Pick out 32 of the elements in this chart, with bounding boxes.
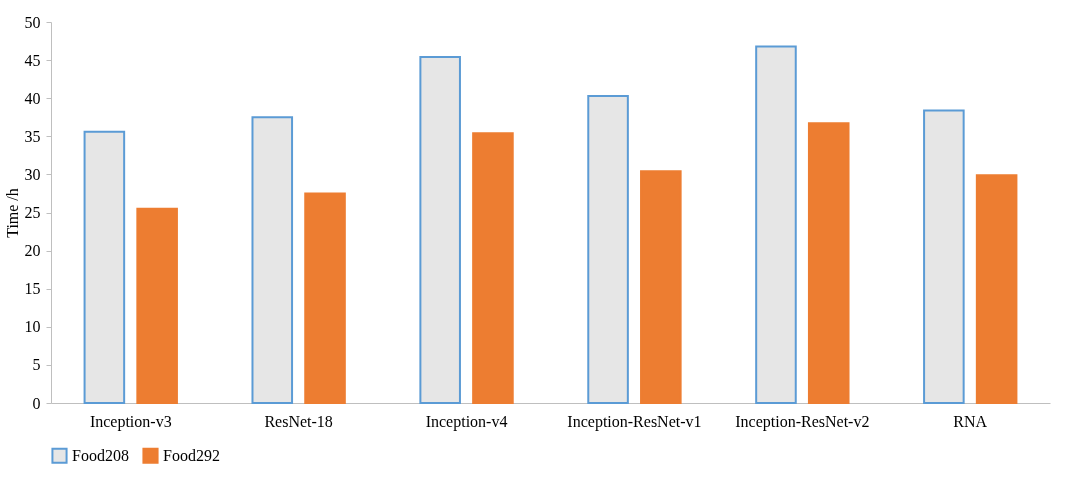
- bar: [587, 94, 629, 404]
- y-tick-label: 45: [24, 51, 41, 69]
- y-tick-label: 5: [32, 356, 41, 374]
- bar: [136, 207, 178, 404]
- y-tick-label: 40: [24, 89, 41, 107]
- y-tick-label: 0: [32, 394, 41, 412]
- y-tick-label: 35: [24, 127, 41, 145]
- bar: [923, 109, 965, 404]
- y-tick-label: 20: [24, 242, 41, 260]
- bar: [83, 130, 126, 404]
- bar: [419, 56, 461, 404]
- y-tick-label: 30: [24, 165, 41, 183]
- bar: [251, 116, 294, 404]
- bar: [472, 132, 514, 404]
- legend-label: Food292: [163, 446, 220, 464]
- bar: [807, 122, 850, 404]
- y-tick-label: 50: [24, 13, 41, 31]
- bar: [304, 192, 346, 404]
- y-tick-label: 10: [24, 318, 41, 336]
- bar: [640, 170, 682, 404]
- x-tick-label: Inception-ResNet-v2: [735, 412, 870, 431]
- x-tick-label: ResNet-18: [264, 412, 333, 430]
- x-tick-label: Inception-ResNet-v1: [567, 412, 702, 431]
- y-axis-title: Time /h: [3, 188, 21, 238]
- x-tick-label: RNA: [953, 412, 988, 430]
- x-tick-label: Inception-v4: [425, 412, 508, 431]
- y-tick-label: 25: [24, 204, 41, 221]
- y-tick-label: 15: [24, 280, 41, 298]
- legend-label: Food208: [72, 446, 129, 464]
- x-tick-label: Inception-v3: [89, 412, 172, 431]
- bar: [755, 45, 797, 404]
- bar: [975, 174, 1018, 404]
